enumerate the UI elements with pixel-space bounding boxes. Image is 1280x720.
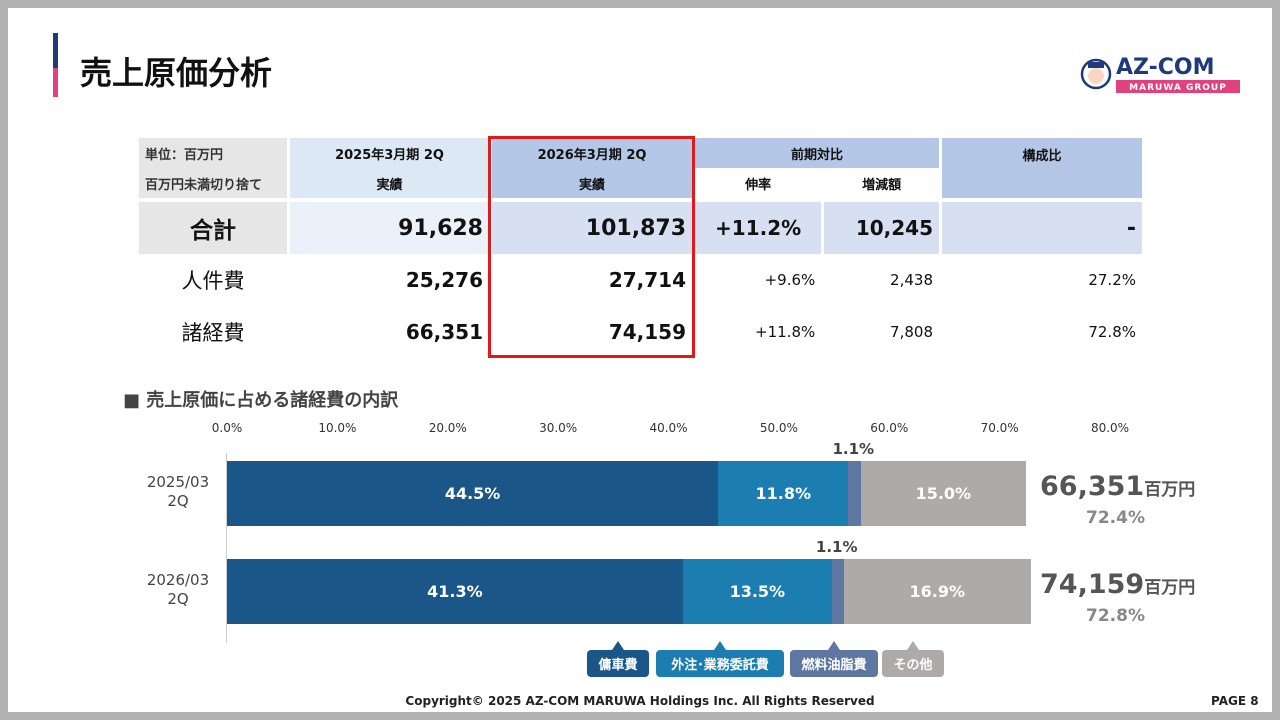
x-tick-label: 60.0% — [870, 421, 909, 435]
row-ratio: 27.2% — [1088, 271, 1136, 289]
row-diff: 7,808 — [890, 323, 933, 341]
row-curr: 74,159 — [608, 320, 686, 344]
row-name: 人件費 — [181, 269, 245, 293]
data-label: 1.1% — [832, 440, 875, 458]
header-prev-actual: 実績 — [290, 168, 489, 198]
header-yoy: 前期対比 — [695, 138, 939, 168]
header-diff: 増減額 — [862, 177, 902, 193]
total-amount: 66,351 — [1040, 471, 1145, 502]
svg-text:AZ-COM: AZ-COM — [1116, 55, 1214, 80]
row-diff: 10,245 — [824, 202, 939, 254]
total-percent: 72.4% — [1086, 508, 1145, 528]
cost-table: 単位：百万円 2025年3月期 2Q 2026年3月期 2Q 前期対比 構成比 … — [136, 138, 1145, 358]
legend-item: その他 — [882, 641, 944, 677]
row-rate: +11.8% — [755, 323, 816, 341]
total-unit: 百万円 — [1144, 578, 1196, 598]
table-row: 諸経費 66,351 74,159 +11.8% 7,808 72.8% — [139, 306, 1142, 358]
legend-item: 燃料油脂費 — [790, 641, 878, 677]
row-prev: 91,628 — [290, 202, 489, 254]
bar-segment: 44.5% — [227, 461, 719, 526]
row-curr: 27,714 — [608, 268, 686, 292]
category-label: 2026/03 2Q — [146, 571, 210, 608]
azcom-logo: AZ-COM MARUWA GROUP — [1080, 55, 1240, 93]
row-prev: 25,276 — [405, 268, 483, 292]
category-label: 2025/03 2Q — [146, 473, 210, 510]
bar-segment: 16.9% — [843, 559, 1031, 624]
total-unit: 百万円 — [1144, 480, 1196, 500]
bar-segment: 41.3% — [227, 559, 683, 624]
x-tick-label: 30.0% — [539, 421, 578, 435]
bar-segment: 11.8% — [718, 461, 849, 526]
title-accent-bar — [53, 33, 58, 97]
slide: 売上原価分析 AZ-COM MARUWA GROUP 単位：百万円 2025年3… — [8, 8, 1272, 712]
row-prev: 66,351 — [405, 320, 483, 344]
bar-segment — [848, 461, 861, 526]
header-rate: 伸率 — [745, 177, 772, 193]
row-ratio: 72.8% — [1088, 323, 1136, 341]
page-number: PAGE 8 — [1211, 694, 1259, 708]
page-title: 売上原価分析 — [80, 54, 273, 92]
row-rate: +11.2% — [695, 202, 822, 254]
x-tick-label: 70.0% — [980, 421, 1019, 435]
total-value: 66,351百万円 — [1040, 471, 1195, 502]
legend-item: 傭車費 — [587, 641, 649, 677]
total-value: 74,159百万円 — [1040, 569, 1195, 600]
bar-segment — [831, 559, 844, 624]
header-prev-period: 2025年3月期 2Q — [290, 138, 489, 168]
row-name: 諸経費 — [181, 321, 245, 345]
y-axis-line — [226, 453, 227, 643]
x-tick-label: 50.0% — [759, 421, 798, 435]
bar-segment: 13.5% — [682, 559, 832, 624]
x-tick-label: 0.0% — [211, 421, 243, 435]
highlight-box — [488, 136, 695, 358]
total-amount: 74,159 — [1040, 569, 1145, 600]
unit-note: 単位：百万円 — [139, 138, 287, 168]
x-tick-label: 20.0% — [428, 421, 467, 435]
table-row: 人件費 25,276 27,714 +9.6% 2,438 27.2% — [139, 254, 1142, 306]
header-curr-period: 2026年3月期 2Q — [492, 138, 692, 168]
header-ratio: 構成比 — [942, 138, 1142, 198]
svg-text:MARUWA GROUP: MARUWA GROUP — [1129, 83, 1227, 93]
section-title: ■ 売上原価に占める諸経費の内訳 — [123, 390, 399, 411]
row-diff: 2,438 — [890, 271, 933, 289]
row-rate: +9.6% — [764, 271, 816, 289]
table-row-total: 合計 91,628 101,873 +11.2% 10,245 - — [139, 202, 1142, 254]
legend-item: 外注･業務委託費 — [656, 641, 784, 677]
x-tick-label: 40.0% — [649, 421, 688, 435]
x-tick-label: 80.0% — [1090, 421, 1130, 435]
rounding-note: 百万円未満切り捨て — [139, 168, 287, 198]
header-curr-actual: 実績 — [492, 168, 692, 198]
row-ratio: - — [942, 202, 1142, 254]
x-tick-label: 10.0% — [318, 421, 357, 435]
copyright: Copyright© 2025 AZ-COM MARUWA Holdings I… — [405, 694, 875, 708]
bar-segment: 15.0% — [860, 461, 1027, 526]
data-label: 1.1% — [815, 538, 858, 556]
row-curr: 101,873 — [492, 202, 692, 254]
total-percent: 72.8% — [1086, 606, 1145, 626]
row-name: 合計 — [139, 202, 287, 254]
